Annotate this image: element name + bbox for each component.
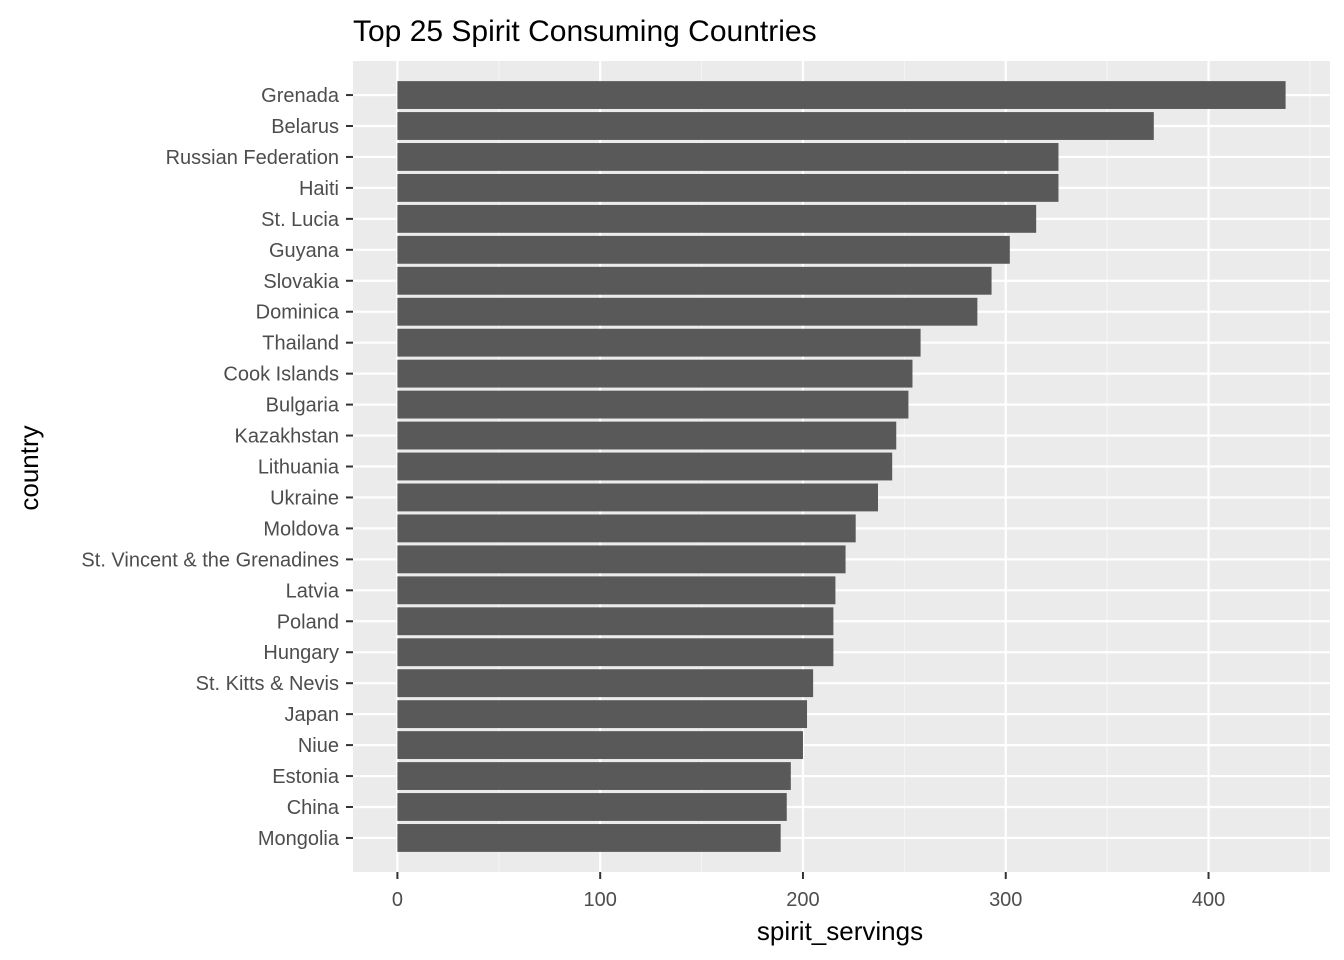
bar bbox=[397, 793, 787, 821]
bar bbox=[397, 328, 921, 357]
bar bbox=[397, 514, 856, 543]
y-tick-label: Poland bbox=[277, 611, 339, 633]
bar bbox=[397, 700, 808, 729]
y-tick-label: St. Kitts & Nevis bbox=[196, 673, 339, 695]
x-tick-label: 100 bbox=[584, 889, 617, 911]
y-axis: Grenada Belarus Russian Federation Haiti St.… bbox=[81, 85, 353, 850]
x-tick-label: 300 bbox=[989, 889, 1022, 911]
x-tick-label: 400 bbox=[1192, 889, 1225, 911]
bars bbox=[397, 81, 1286, 852]
x-tick-label: 0 bbox=[392, 889, 403, 911]
y-tick-label: Moldova bbox=[263, 518, 339, 540]
bar bbox=[397, 607, 834, 636]
bar bbox=[397, 297, 978, 326]
y-tick-label: Hungary bbox=[263, 642, 339, 664]
y-tick-label: Japan bbox=[285, 704, 340, 726]
x-axis-title: spirit_servings bbox=[757, 916, 923, 946]
y-tick-label: Mongolia bbox=[258, 828, 340, 850]
bar bbox=[397, 359, 913, 388]
y-tick-label: Grenada bbox=[261, 85, 340, 107]
y-tick-label: Kazakhstan bbox=[234, 426, 339, 448]
x-tick-label: 200 bbox=[786, 889, 819, 911]
y-tick-label: Cook Islands bbox=[223, 364, 339, 386]
bar bbox=[397, 112, 1154, 140]
y-tick-label: Niue bbox=[298, 735, 339, 757]
bar bbox=[397, 81, 1286, 109]
bar bbox=[397, 576, 836, 605]
bar bbox=[397, 824, 781, 852]
bar bbox=[397, 452, 893, 481]
y-tick-label: Dominica bbox=[256, 302, 340, 324]
y-tick-label: Lithuania bbox=[258, 457, 340, 479]
bar bbox=[397, 390, 909, 419]
y-tick-label: Haiti bbox=[299, 178, 339, 200]
bar bbox=[397, 173, 1059, 202]
bar bbox=[397, 266, 992, 295]
bar bbox=[397, 545, 846, 574]
y-tick-label: Estonia bbox=[272, 766, 340, 788]
bar bbox=[397, 235, 1010, 264]
y-axis-title: country bbox=[14, 425, 44, 510]
y-tick-label: Slovakia bbox=[263, 271, 339, 293]
y-tick-label: Latvia bbox=[286, 580, 340, 602]
y-tick-label: Bulgaria bbox=[266, 395, 340, 417]
y-tick-label: St. Lucia bbox=[261, 209, 340, 231]
bar bbox=[397, 731, 803, 760]
bar bbox=[397, 483, 879, 512]
bar bbox=[397, 638, 834, 667]
y-tick-label: China bbox=[287, 797, 340, 819]
bar bbox=[397, 669, 814, 698]
y-tick-label: Guyana bbox=[269, 240, 340, 262]
bar bbox=[397, 143, 1059, 171]
y-tick-label: Ukraine bbox=[270, 487, 339, 509]
x-axis: 0 100 200 300 400 bbox=[392, 872, 1225, 911]
y-tick-label: Thailand bbox=[262, 333, 339, 355]
bar bbox=[397, 421, 897, 450]
bar bbox=[397, 204, 1037, 233]
chart-title: Top 25 Spirit Consuming Countries bbox=[353, 15, 817, 48]
bar bbox=[397, 762, 791, 790]
y-tick-label: Belarus bbox=[271, 116, 339, 138]
y-tick-label: Russian Federation bbox=[166, 147, 339, 169]
y-tick-label: St. Vincent & the Grenadines bbox=[81, 549, 339, 571]
